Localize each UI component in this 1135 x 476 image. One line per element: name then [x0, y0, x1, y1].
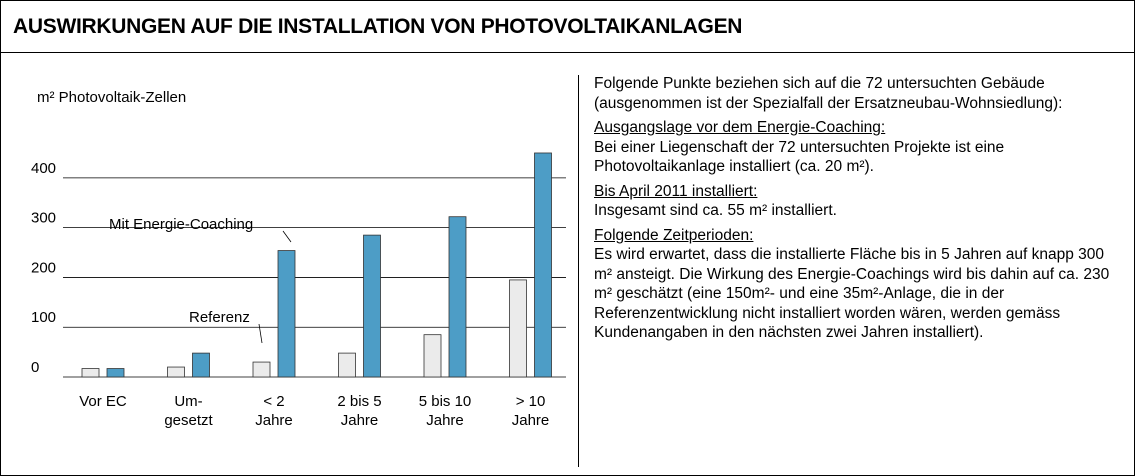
section-body: Es wird erwartet, dass die installierte …	[594, 246, 1110, 341]
y-tick-label: 400	[31, 160, 56, 177]
section-body: Insgesamt sind ca. 55 m² installiert.	[594, 202, 837, 219]
chart: m² Photovoltaik-Zellen 0 100 200 300 400 Vor …	[31, 89, 566, 429]
bar	[338, 352, 356, 378]
x-tick-line: gesetzt	[164, 412, 213, 429]
bar	[534, 152, 552, 378]
leader-line	[258, 323, 263, 344]
bar	[509, 279, 527, 378]
series-label: Mit Energie-Coaching	[109, 216, 253, 233]
section: Ausgangslage vor dem Energie-Coaching: Be…	[594, 118, 1122, 177]
bar	[192, 352, 210, 378]
leader-line	[282, 230, 292, 243]
x-tick-line: Jahre	[426, 412, 464, 429]
x-tick-line: Jahre	[255, 412, 293, 429]
section: Folgende Zeitperioden: Es wird erwartet, …	[594, 226, 1122, 343]
x-tick-label: < 2 Jahre	[255, 393, 293, 429]
bar	[423, 334, 442, 378]
bar	[106, 368, 125, 378]
y-tick-label: 200	[31, 259, 56, 276]
section-heading: Folgende Zeitperioden:	[594, 226, 754, 244]
x-tick-label: 2 bis 5 Jahre	[337, 393, 381, 429]
bar	[448, 216, 467, 378]
x-tick-line: Jahre	[512, 412, 550, 429]
x-tick-label: Um-gesetzt	[164, 393, 213, 429]
bar	[277, 250, 296, 378]
x-tick-label: Vor EC	[79, 393, 127, 410]
series-label: Referenz	[189, 309, 250, 326]
bar	[363, 234, 381, 378]
x-tick-label: > 10 Jahre	[512, 393, 550, 429]
x-tick-line: Um-	[174, 393, 202, 410]
section-heading: Ausgangslage vor dem Energie-Coaching:	[594, 119, 886, 136]
bar	[81, 368, 100, 378]
x-tick-line: 5 bis 10	[419, 393, 472, 410]
x-tick-line: Vor EC	[79, 393, 127, 410]
y-tick-label: 300	[31, 210, 56, 227]
x-tick-line: > 10	[516, 393, 546, 410]
x-tick-line: 2 bis 5	[337, 393, 381, 410]
section-heading: Bis April 2011 installiert:	[594, 182, 758, 200]
divider	[578, 75, 579, 467]
text-panel: Folgende Punkte beziehen sich auf die 72…	[594, 74, 1122, 348]
y-axis-label: m² Photovoltaik-Zellen	[37, 89, 186, 106]
bar	[252, 361, 271, 378]
y-tick-label: 100	[31, 309, 56, 326]
y-tick-label: 0	[31, 359, 39, 376]
bar	[167, 366, 185, 378]
section: Bis April 2011 installiert: Insgesamt sin…	[594, 182, 1122, 221]
x-tick-label: 5 bis 10 Jahre	[419, 393, 472, 429]
page-title: AUSWIRKUNGEN AUF DIE INSTALLATION VON PH…	[1, 1, 1134, 53]
intro: Folgende Punkte beziehen sich auf die 72…	[594, 75, 1063, 112]
section-body: Bei einer Liegenschaft der 72 untersucht…	[594, 138, 1005, 176]
x-tick-line: Jahre	[341, 412, 379, 429]
x-tick-line: < 2	[263, 393, 284, 410]
